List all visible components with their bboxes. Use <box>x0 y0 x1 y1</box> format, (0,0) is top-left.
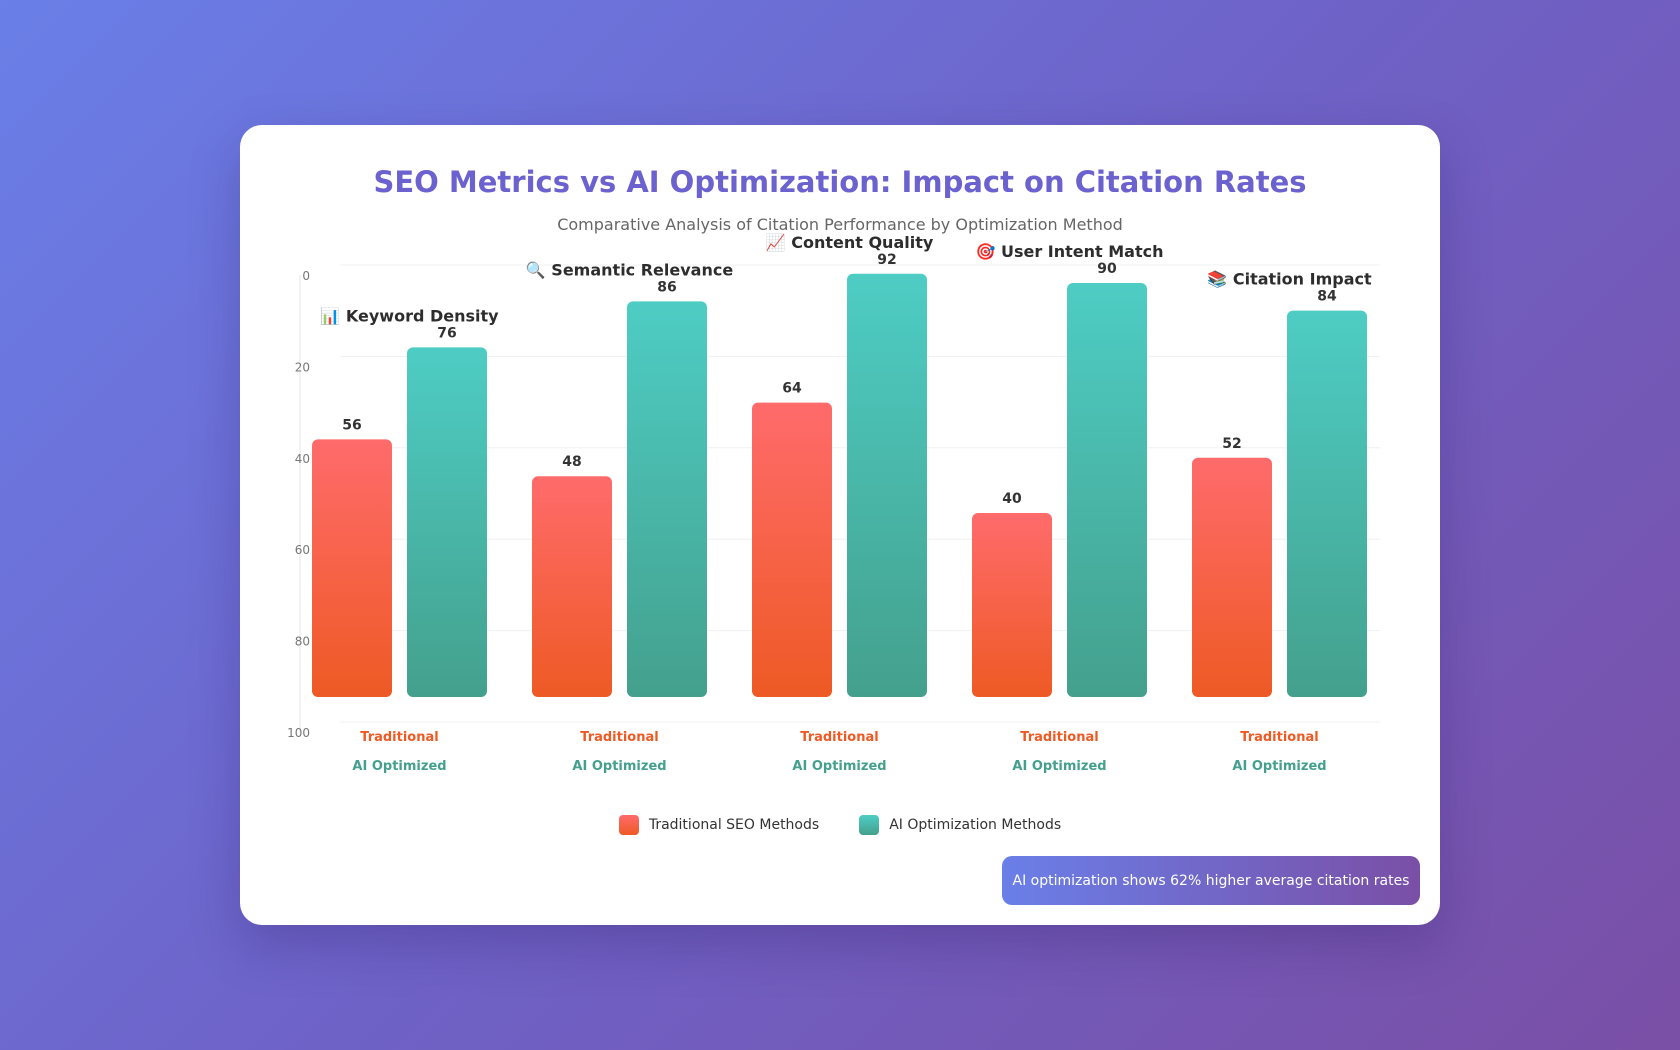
chart-title: SEO Metrics vs AI Optimization: Impact o… <box>373 165 1307 199</box>
chart-subtitle: Comparative Analysis of Citation Perform… <box>557 215 1123 234</box>
data-label-ai: 86 <box>657 279 676 295</box>
data-label-ai: 92 <box>877 252 896 268</box>
data-label-traditional: 64 <box>782 381 802 397</box>
series-label-ai: AI Optimized <box>572 759 666 774</box>
y-tick-label: 100 <box>287 726 310 740</box>
legend: Traditional SEO Methods AI Optimization … <box>240 815 1440 835</box>
category-label: 📊 Keyword Density <box>320 306 499 325</box>
bar-traditional <box>312 439 392 697</box>
bar-traditional <box>532 476 612 697</box>
series-label-traditional: Traditional <box>800 730 878 745</box>
chart-card: SEO Metrics vs AI Optimization: Impact o… <box>240 125 1440 925</box>
bar-traditional <box>972 513 1052 697</box>
series-label-traditional: Traditional <box>360 730 438 745</box>
y-tick-label: 60 <box>295 543 310 557</box>
bars: 56 76📊 Keyword Density Traditional AI Optim… <box>312 233 1372 774</box>
bar-ai <box>1067 283 1147 697</box>
category-label: 🎯 User Intent Match <box>975 242 1163 261</box>
y-tick-label: 0 <box>302 269 310 283</box>
data-label-traditional: 48 <box>562 454 581 470</box>
series-label-ai: AI Optimized <box>792 759 886 774</box>
category-label: 🔍 Semantic Relevance <box>526 259 734 279</box>
data-label-traditional: 40 <box>1002 491 1022 507</box>
y-axis: 0 20 40 60 80 100 <box>287 269 310 740</box>
series-label-traditional: Traditional <box>580 730 658 745</box>
series-label-traditional: Traditional <box>1020 730 1098 745</box>
bar-chart: 0 20 40 60 80 100 56 76📊 Keyword Density Tradit… <box>287 233 1380 774</box>
legend-label-traditional: Traditional SEO Methods <box>648 817 820 833</box>
data-label-ai: 76 <box>437 325 456 341</box>
bar-ai <box>627 301 707 697</box>
legend-label-ai: AI Optimization Methods <box>889 817 1062 833</box>
series-label-ai: AI Optimized <box>352 759 446 774</box>
legend-item-ai: AI Optimization Methods <box>859 815 1061 835</box>
legend-item-traditional: Traditional SEO Methods <box>618 815 820 835</box>
data-label-traditional: 56 <box>342 417 361 433</box>
category-label: 📚 Citation Impact <box>1207 270 1372 289</box>
bar-traditional <box>752 402 832 697</box>
insight-badge: AI optimization shows 62% higher average… <box>1002 856 1420 905</box>
bar-ai <box>1287 310 1367 697</box>
y-tick-label: 40 <box>295 452 310 466</box>
series-label-traditional: Traditional <box>1240 730 1318 745</box>
bar-ai <box>847 273 927 697</box>
data-label-ai: 90 <box>1097 261 1117 277</box>
legend-swatch-ai <box>859 815 880 835</box>
series-label-ai: AI Optimized <box>1232 759 1326 774</box>
data-label-traditional: 52 <box>1222 436 1241 452</box>
category-label: 📈 Content Quality <box>766 233 934 252</box>
legend-swatch-traditional <box>618 815 639 835</box>
data-label-ai: 84 <box>1317 289 1337 305</box>
y-tick-label: 20 <box>295 360 310 374</box>
series-label-ai: AI Optimized <box>1012 759 1106 774</box>
bar-ai <box>407 347 487 697</box>
y-tick-label: 80 <box>295 635 310 649</box>
bar-traditional <box>1192 457 1272 697</box>
